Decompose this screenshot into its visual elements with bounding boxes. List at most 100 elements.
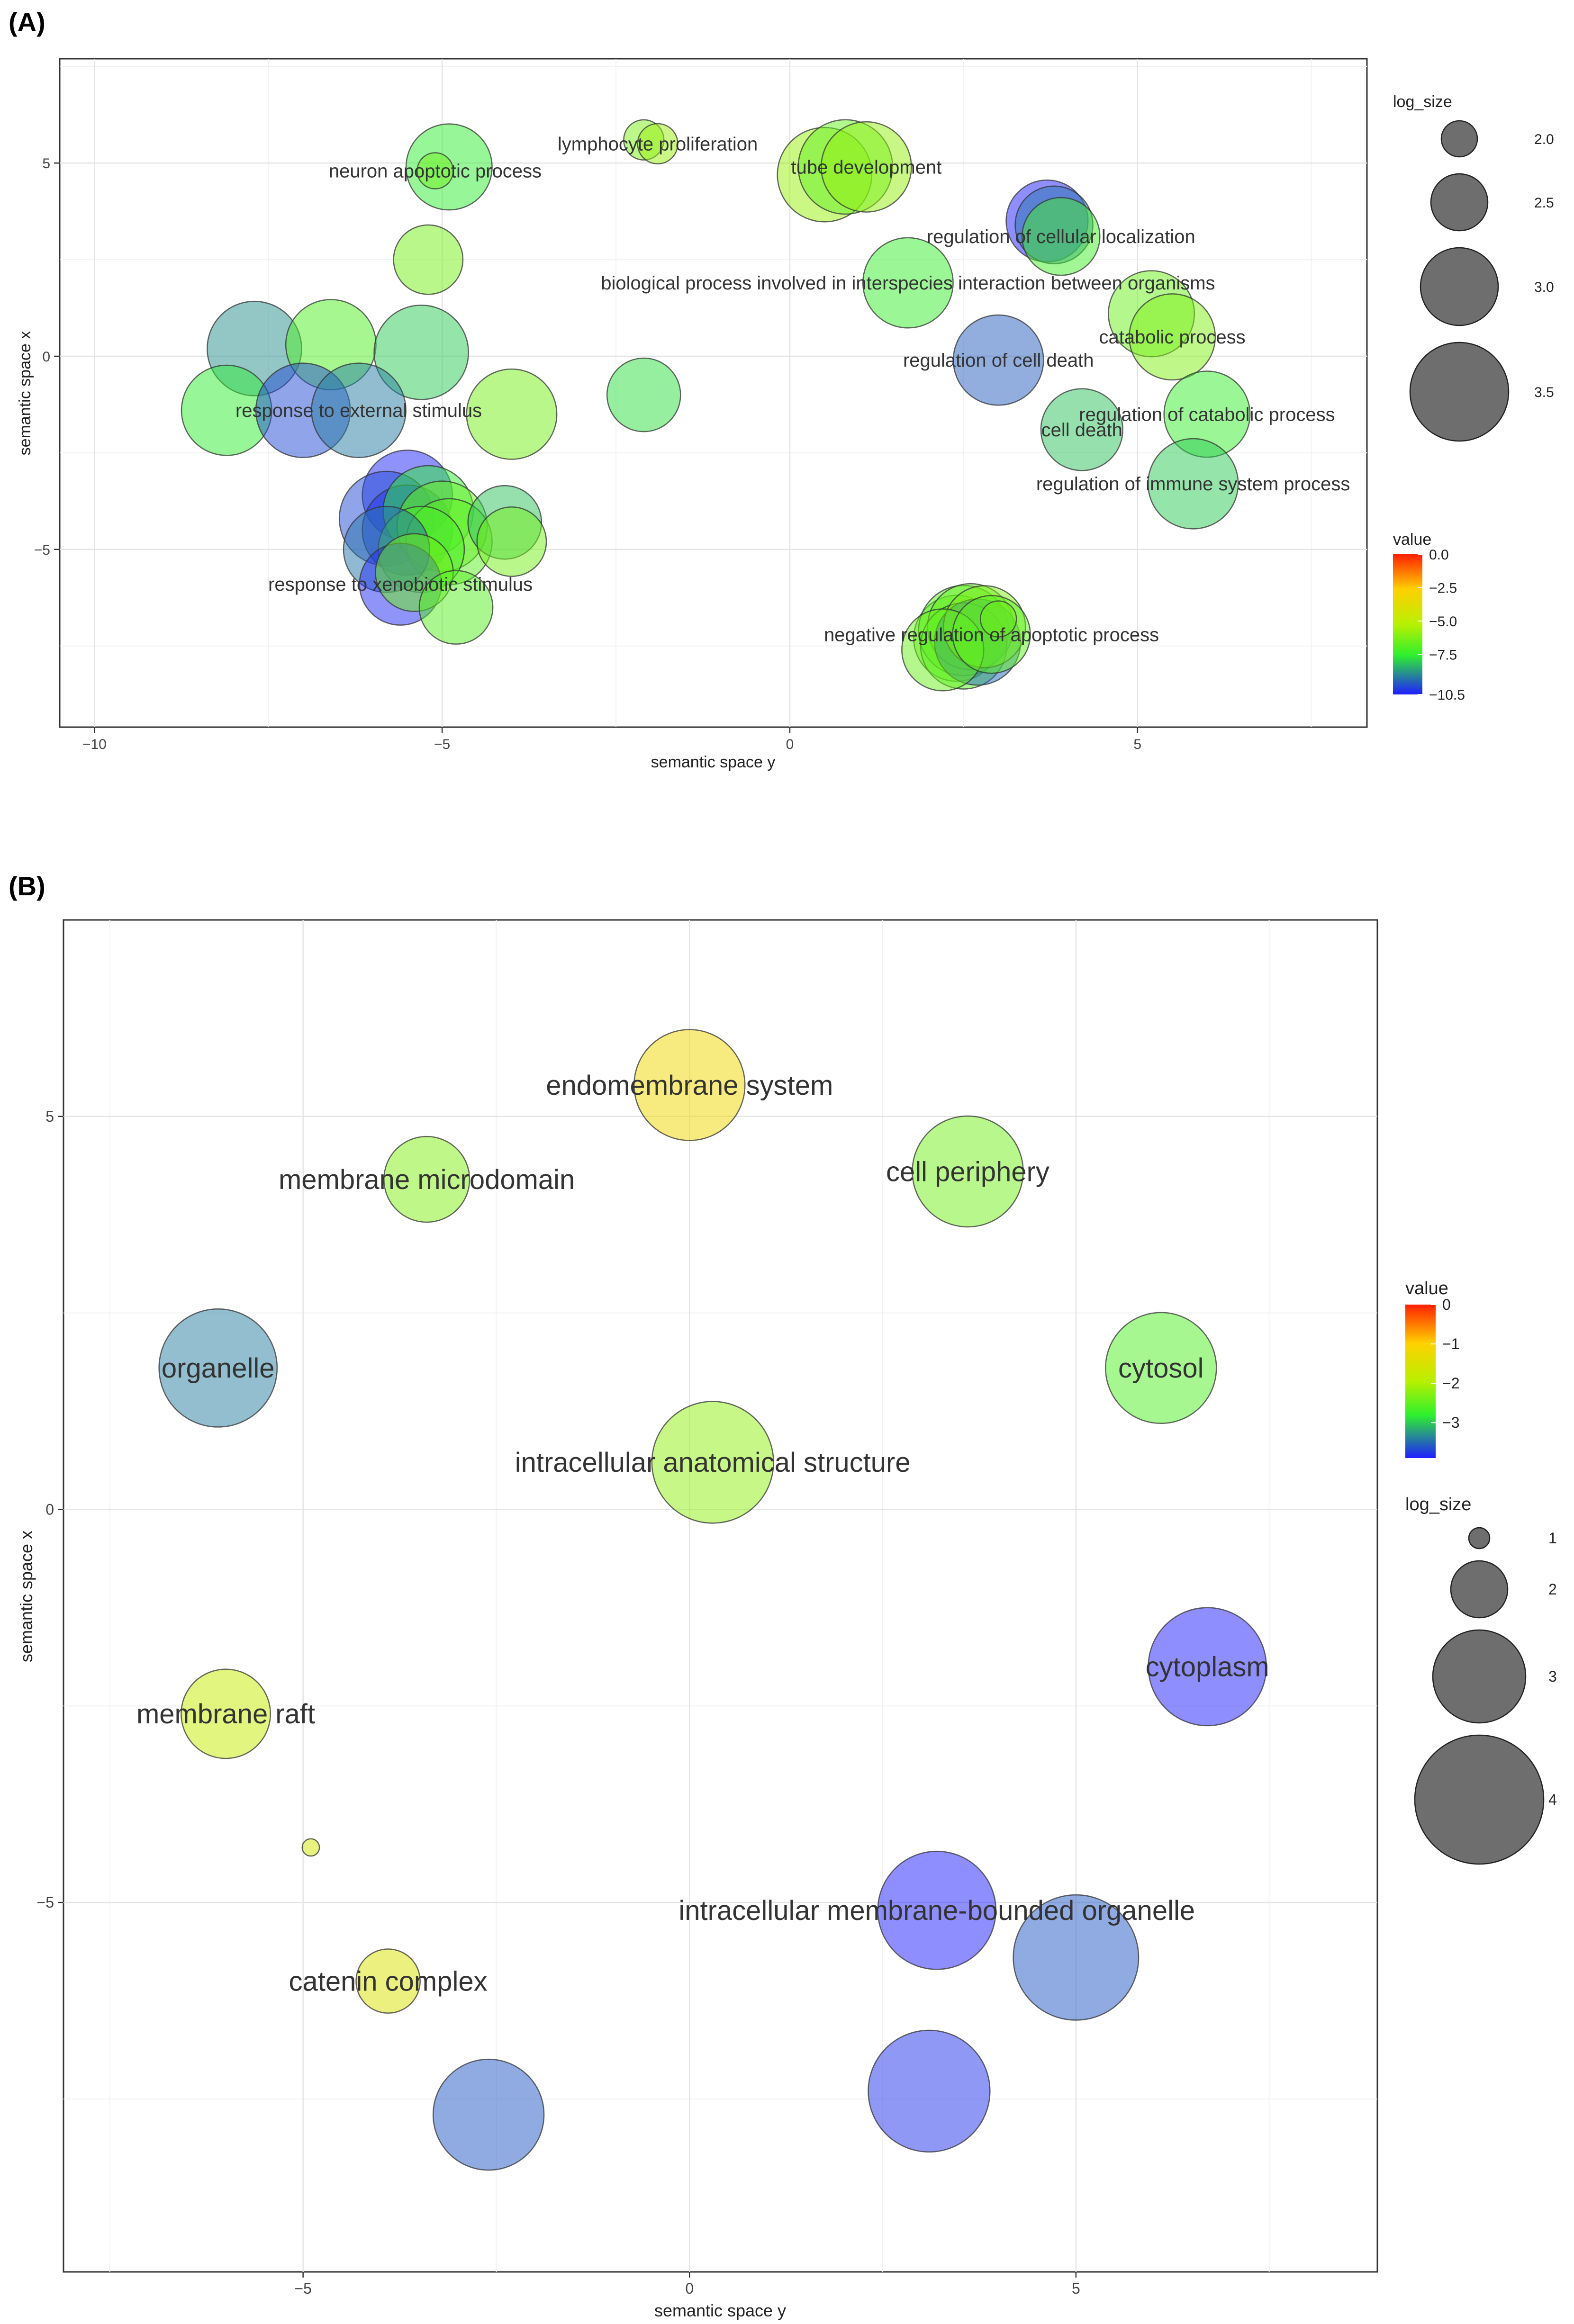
- bubble: [383, 1135, 470, 1223]
- panel-b: (B) endomembrane system membrane microdom…: [9, 871, 1557, 2320]
- size-legend-label: 3.0: [1534, 279, 1554, 295]
- colorbar: [1405, 1305, 1436, 1458]
- size-legend-key: [1430, 173, 1489, 232]
- bubble: [606, 357, 681, 432]
- colorbar-label: 0.0: [1429, 547, 1449, 563]
- size-legend-key: [1440, 120, 1478, 158]
- size-legend-title: log_size: [1405, 1495, 1471, 1514]
- point-label: cytoplasm: [1146, 1652, 1269, 1683]
- colorbar-label: −7.5: [1429, 647, 1457, 663]
- bubble: [1040, 388, 1123, 471]
- point-label: biological process involved in interspec…: [601, 273, 1215, 294]
- bubble: [181, 1668, 271, 1759]
- y-axis-label: semantic space x: [16, 331, 34, 456]
- bubble: [158, 1308, 278, 1428]
- colorbar-label: −10.5: [1429, 687, 1465, 703]
- point-label: organelle: [162, 1353, 275, 1384]
- bubble: [1105, 1312, 1217, 1424]
- bubble: [393, 224, 464, 295]
- plot-area: [63, 919, 1378, 2273]
- bubble: [418, 570, 494, 645]
- bubble: [466, 368, 558, 460]
- bubble: [373, 305, 469, 400]
- bubble: [633, 1029, 746, 1141]
- panel-a: (A) neuron apoptotic process lymphocyte p…: [9, 7, 1554, 771]
- size-legend-label: 3.5: [1534, 385, 1554, 400]
- bubble: [979, 600, 1017, 638]
- bubble: [868, 2029, 991, 2153]
- bubble: [301, 1838, 320, 1857]
- size-legend-label: 2: [1548, 1581, 1557, 1598]
- point-label: tube development: [791, 157, 941, 178]
- y-tick-label: −5: [37, 1894, 54, 1911]
- x-axis-label: semantic space y: [654, 2301, 786, 2320]
- point-label: negative regulation of apoptotic process: [824, 624, 1159, 645]
- bubble: [416, 152, 454, 189]
- point-label: neuron apoptotic process: [329, 161, 542, 182]
- point-label: lymphocyte proliferation: [558, 134, 758, 154]
- y-tick-label: 0: [45, 1501, 54, 1518]
- colorbar: [1393, 554, 1422, 694]
- color-legend-title: value: [1405, 1279, 1448, 1298]
- point-label: membrane raft: [136, 1699, 315, 1729]
- size-legend-label: 2.0: [1534, 132, 1554, 147]
- y-tick-label: 5: [45, 1108, 54, 1125]
- y-tick-label: 5: [42, 156, 50, 171]
- bubble: [912, 1115, 1024, 1228]
- size-legend-key: [1409, 342, 1510, 442]
- colorbar-label: −2: [1442, 1375, 1459, 1392]
- color-legend: value 0.0 −2.5 −5.0 −7.5 −10.5: [1393, 531, 1465, 703]
- bubble: [1148, 1607, 1267, 1727]
- point-label: regulation of cell death: [903, 350, 1094, 371]
- x-tick-label: 0: [786, 737, 794, 752]
- bubble: [952, 314, 1044, 406]
- size-legend-key: [1450, 1560, 1509, 1619]
- y-tick-label: 0: [42, 349, 50, 365]
- x-axis-label: semantic space y: [651, 753, 776, 771]
- point-label: cell death: [1041, 420, 1122, 441]
- bubble: [1129, 293, 1216, 381]
- x-tick-label: 0: [685, 2280, 694, 2297]
- size-legend: log_size 1 2 3 4: [1405, 1495, 1557, 1865]
- point-label: cytosol: [1118, 1353, 1204, 1384]
- bubble: [637, 123, 678, 165]
- bubble: [432, 2058, 545, 2171]
- point-label: endomembrane system: [546, 1070, 833, 1101]
- panel-label: (A): [9, 7, 45, 37]
- colorbar-label: 0: [1442, 1296, 1451, 1313]
- point-label: catenin complex: [289, 1966, 488, 1997]
- size-legend-label: 2.5: [1534, 195, 1554, 211]
- bubble: [311, 362, 407, 459]
- points-layer: [158, 1029, 1267, 2171]
- size-legend-key: [1468, 1527, 1491, 1549]
- x-tick-label: 5: [1133, 737, 1141, 752]
- point-label: response to xenobiotic stimulus: [268, 574, 533, 595]
- bubble: [476, 506, 547, 577]
- x-tick-label: −5: [294, 2280, 311, 2297]
- bubble: [1013, 1894, 1140, 2021]
- size-legend-key: [1432, 1629, 1527, 1724]
- bubble: [1022, 197, 1101, 276]
- colorbar-label: −5.0: [1429, 614, 1457, 630]
- point-label: regulation of immune system process: [1036, 474, 1350, 495]
- axis-ticks: −5 0 5 −5 0 5: [37, 1108, 1080, 2297]
- points-layer: [181, 119, 1251, 692]
- size-legend-key: [1414, 1734, 1545, 1865]
- point-label: membrane microdomain: [279, 1164, 575, 1195]
- x-tick-label: −10: [82, 737, 107, 752]
- size-legend: log_size 2.0 2.5 3.0 3.5: [1393, 93, 1554, 442]
- bubble: [877, 1850, 997, 1970]
- size-legend-label: 3: [1548, 1668, 1557, 1685]
- size-legend-title: log_size: [1393, 93, 1452, 111]
- bubble: [1147, 438, 1239, 530]
- colorbar-label: −1: [1442, 1335, 1459, 1352]
- bubble: [862, 237, 954, 329]
- bubble: [355, 1948, 421, 2014]
- bubble: [651, 1401, 774, 1524]
- point-label: catabolic process: [1099, 327, 1246, 348]
- point-label: regulation of catabolic process: [1079, 404, 1335, 425]
- bubble: [820, 121, 912, 213]
- labels-layer: neuron apoptotic process lymphocyte proli…: [235, 134, 1350, 645]
- color-legend: value 0 −1 −2 −3: [1405, 1279, 1459, 1458]
